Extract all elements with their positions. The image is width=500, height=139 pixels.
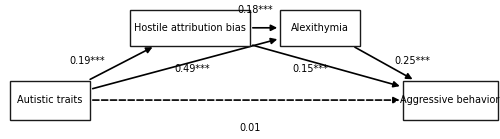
Text: 0.25***: 0.25*** (394, 56, 430, 66)
FancyBboxPatch shape (280, 10, 360, 46)
Text: Aggressive behavior: Aggressive behavior (400, 95, 500, 105)
Text: 0.19***: 0.19*** (70, 56, 106, 66)
FancyBboxPatch shape (130, 10, 250, 46)
Text: 0.15***: 0.15*** (292, 64, 328, 75)
Text: Alexithymia: Alexithymia (291, 23, 349, 33)
FancyBboxPatch shape (10, 81, 90, 120)
Text: Hostile attribution bias: Hostile attribution bias (134, 23, 246, 33)
FancyBboxPatch shape (402, 81, 498, 120)
Text: Autistic traits: Autistic traits (18, 95, 82, 105)
Text: 0.18***: 0.18*** (237, 5, 273, 15)
Text: 0.01: 0.01 (240, 123, 260, 133)
Text: 0.49***: 0.49*** (174, 64, 210, 75)
